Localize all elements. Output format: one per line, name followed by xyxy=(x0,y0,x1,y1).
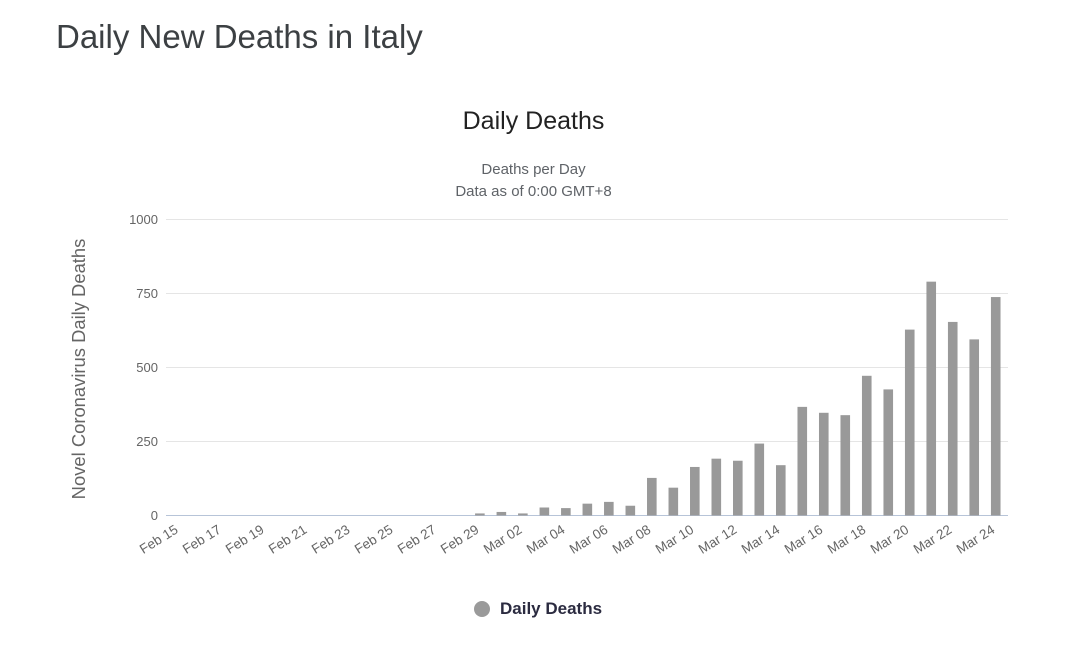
svg-text:Feb 21: Feb 21 xyxy=(266,522,310,557)
svg-text:Mar 12: Mar 12 xyxy=(696,522,740,557)
svg-text:Feb 19: Feb 19 xyxy=(223,522,267,557)
svg-text:Mar 18: Mar 18 xyxy=(825,522,869,557)
svg-text:Mar 04: Mar 04 xyxy=(524,522,568,557)
svg-text:Mar 06: Mar 06 xyxy=(567,522,611,557)
svg-text:0: 0 xyxy=(151,508,158,523)
svg-text:Mar 24: Mar 24 xyxy=(954,522,998,557)
svg-text:Feb 25: Feb 25 xyxy=(352,522,396,557)
svg-text:Mar 22: Mar 22 xyxy=(911,522,955,557)
svg-text:Mar 16: Mar 16 xyxy=(782,522,826,557)
svg-text:Feb 15: Feb 15 xyxy=(137,522,181,557)
svg-text:Feb 23: Feb 23 xyxy=(309,522,353,557)
svg-text:500: 500 xyxy=(136,360,158,375)
svg-text:Mar 20: Mar 20 xyxy=(868,522,912,557)
svg-text:1000: 1000 xyxy=(129,212,158,227)
svg-text:Feb 29: Feb 29 xyxy=(438,522,482,557)
svg-text:250: 250 xyxy=(136,434,158,449)
svg-text:750: 750 xyxy=(136,286,158,301)
svg-text:Feb 17: Feb 17 xyxy=(180,522,224,557)
svg-text:Mar 02: Mar 02 xyxy=(481,522,525,557)
svg-text:Mar 14: Mar 14 xyxy=(739,522,783,557)
svg-text:Mar 08: Mar 08 xyxy=(610,522,654,557)
svg-text:Feb 27: Feb 27 xyxy=(395,522,439,557)
svg-text:Mar 10: Mar 10 xyxy=(653,522,697,557)
svg-text:Novel Coronavirus Daily Deaths: Novel Coronavirus Daily Deaths xyxy=(68,239,89,500)
